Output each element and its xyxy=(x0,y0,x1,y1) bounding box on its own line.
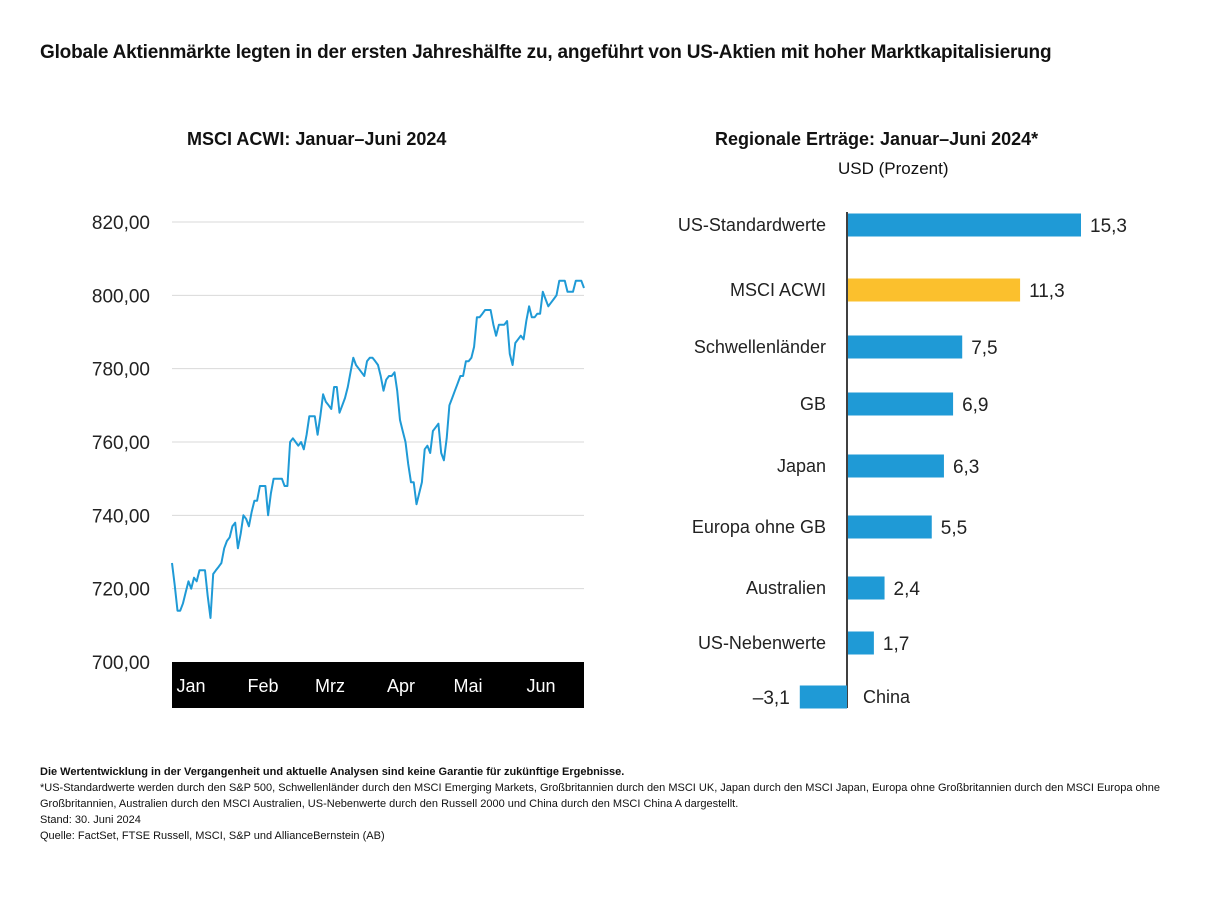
line-chart-title: MSCI ACWI: Januar–Juni 2024 xyxy=(187,129,447,149)
value-label: 6,9 xyxy=(962,395,988,416)
x-tick-label: Jan xyxy=(176,676,205,696)
footnotes: Die Wertentwicklung in der Vergangenheit… xyxy=(40,764,1170,844)
y-tick-label: 820,00 xyxy=(92,213,150,234)
source-text: Quelle: FactSet, FTSE Russell, MSCI, S&P… xyxy=(40,830,385,842)
bar-7 xyxy=(848,631,874,655)
disclaimer-text: Die Wertentwicklung in der Vergangenheit… xyxy=(40,766,625,778)
category-label: China xyxy=(863,687,911,707)
charts-canvas: 820,00 800,00 780,00 760,00 740,00 720,00 700,… xyxy=(92,212,1127,709)
category-label: US-Nebenwerte xyxy=(698,633,826,653)
bar-1 xyxy=(848,278,1021,302)
category-label: MSCI ACWI xyxy=(730,280,826,300)
bar-8 xyxy=(799,685,847,709)
y-tick-label: 760,00 xyxy=(92,433,150,454)
bar-0 xyxy=(848,213,1081,237)
bar-3 xyxy=(848,392,954,416)
category-label: Japan xyxy=(777,456,826,476)
value-label: 7,5 xyxy=(971,338,997,359)
value-label: 11,3 xyxy=(1029,281,1065,302)
value-label: –3,1 xyxy=(753,688,790,709)
bar-5 xyxy=(848,515,932,539)
y-tick-label: 740,00 xyxy=(92,506,150,527)
main-title: Globale Aktienmärkte legten in der erste… xyxy=(40,42,1052,63)
series-line-msci-acwi xyxy=(171,279,585,619)
bar-chart-subtitle: USD (Prozent) xyxy=(838,159,949,178)
bar-4 xyxy=(848,454,944,478)
category-label: US-Standardwerte xyxy=(678,215,826,235)
value-label: 2,4 xyxy=(894,579,921,600)
date-text: Stand: 30. Juni 2024 xyxy=(40,814,141,826)
value-label: 1,7 xyxy=(883,634,909,655)
category-label: GB xyxy=(800,394,826,414)
bar-chart-title: Regionale Erträge: Januar–Juni 2024* xyxy=(715,129,1039,149)
x-axis-band xyxy=(172,662,584,708)
x-tick-label: Jun xyxy=(526,676,555,696)
value-label: 15,3 xyxy=(1090,216,1127,237)
value-label: 5,5 xyxy=(941,518,967,539)
value-label: 6,3 xyxy=(953,457,979,478)
y-tick-label: 720,00 xyxy=(92,580,150,601)
y-tick-label: 800,00 xyxy=(92,286,150,307)
x-tick-label: Mai xyxy=(453,676,482,696)
x-tick-label: Feb xyxy=(247,676,278,696)
category-label: Australien xyxy=(746,578,826,598)
index-note-text: *US-Standardwerte werden durch den S&P 5… xyxy=(40,782,1160,810)
x-tick-label: Apr xyxy=(387,676,415,696)
y-tick-label: 780,00 xyxy=(92,360,150,381)
category-label: Schwellenländer xyxy=(694,337,826,357)
x-tick-label: Mrz xyxy=(315,676,345,696)
y-tick-label: 700,00 xyxy=(92,653,150,674)
bar-6 xyxy=(848,576,885,600)
category-label: Europa ohne GB xyxy=(692,517,826,537)
bar-2 xyxy=(848,335,963,359)
